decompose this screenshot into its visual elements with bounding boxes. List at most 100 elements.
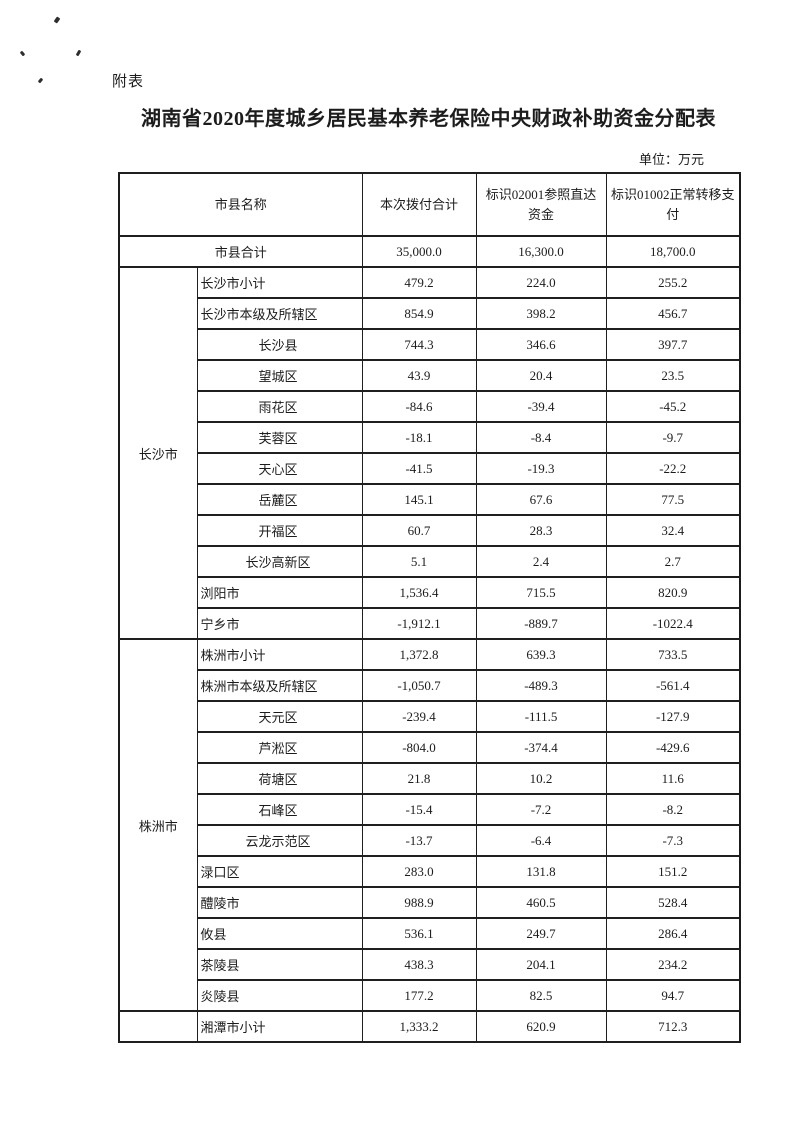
- ink-speck: [75, 49, 82, 57]
- value-cell: 744.3: [361, 328, 477, 361]
- value-cell: -374.4: [475, 731, 607, 764]
- value-cell: 32.4: [605, 514, 741, 547]
- ink-speck: [37, 77, 44, 84]
- region-name-cell: 炎陵县: [196, 979, 363, 1012]
- value-cell: 397.7: [605, 328, 741, 361]
- grand-total-label: 市县合计: [118, 235, 363, 268]
- value-cell: 1,536.4: [361, 576, 477, 609]
- table-row: 炎陵县 177.2 82.5 94.7: [119, 979, 741, 1012]
- table-row-grand-total: 市县合计 35,000.0 16,300.0 18,700.0: [118, 235, 741, 268]
- value-cell: 528.4: [605, 886, 741, 919]
- value-cell: 18,700.0: [605, 235, 741, 268]
- region-name-cell: 天元区: [196, 700, 363, 733]
- value-cell: -19.3: [475, 452, 607, 485]
- value-cell: 1,372.8: [361, 638, 477, 671]
- value-cell: -111.5: [475, 700, 607, 733]
- value-cell: 16,300.0: [475, 235, 607, 268]
- region-name-cell: 攸县: [196, 917, 363, 950]
- value-cell: -9.7: [605, 421, 741, 454]
- col-header-region-name: 市县名称: [118, 172, 363, 237]
- region-name-cell: 云龙示范区: [196, 824, 363, 857]
- value-cell: 715.5: [475, 576, 607, 609]
- table-row: 茶陵县 438.3 204.1 234.2: [119, 948, 741, 981]
- value-cell: 456.7: [605, 297, 741, 330]
- value-cell: 234.2: [605, 948, 741, 981]
- table-body: 市县合计 35,000.0 16,300.0 18,700.0 长沙市 长沙市小计 479.…: [118, 235, 741, 1043]
- table-row: 株洲市本级及所辖区 -1,050.7 -489.3 -561.4: [119, 669, 741, 702]
- value-cell: 854.9: [361, 297, 477, 330]
- col-header-total-allocated: 本次拨付合计: [361, 172, 477, 237]
- value-cell: 151.2: [605, 855, 741, 888]
- page-title: 湖南省2020年度城乡居民基本养老保险中央财政补助资金分配表: [141, 108, 716, 130]
- value-cell: -127.9: [605, 700, 741, 733]
- value-cell: 712.3: [605, 1010, 741, 1043]
- region-name-cell: 望城区: [196, 359, 363, 392]
- col-header-normal-transfer: 标识01002正常转移支付: [605, 172, 741, 237]
- value-cell: 620.9: [475, 1010, 607, 1043]
- value-cell: 35,000.0: [361, 235, 477, 268]
- col-header-direct-funds: 标识02001参照直达资金: [475, 172, 607, 237]
- region-name-cell: 湘潭市小计: [196, 1010, 363, 1043]
- allocation-table: 市县名称 本次拨付合计 标识02001参照直达资金 标识01002正常转移支付 …: [118, 172, 742, 1043]
- value-cell: 479.2: [361, 266, 477, 299]
- value-cell: 23.5: [605, 359, 741, 392]
- region-name-cell: 醴陵市: [196, 886, 363, 919]
- value-cell: -1,050.7: [361, 669, 477, 702]
- value-cell: 398.2: [475, 297, 607, 330]
- table-row: 长沙县 744.3 346.6 397.7: [119, 328, 741, 361]
- value-cell: -41.5: [361, 452, 477, 485]
- region-name-cell: 芦淞区: [196, 731, 363, 764]
- value-cell: 988.9: [361, 886, 477, 919]
- attachment-label: 附表: [112, 74, 145, 90]
- table-row: 天元区 -239.4 -111.5 -127.9: [119, 700, 741, 733]
- value-cell: 438.3: [361, 948, 477, 981]
- city-group-label: 长沙市: [118, 266, 198, 640]
- value-cell: 1,333.2: [361, 1010, 477, 1043]
- value-cell: 283.0: [361, 855, 477, 888]
- region-name-cell: 茶陵县: [196, 948, 363, 981]
- value-cell: -45.2: [605, 390, 741, 423]
- value-cell: 460.5: [475, 886, 607, 919]
- table-row: 雨花区 -84.6 -39.4 -45.2: [119, 390, 741, 423]
- value-cell: -39.4: [475, 390, 607, 423]
- value-cell: 204.1: [475, 948, 607, 981]
- value-cell: -1,912.1: [361, 607, 477, 640]
- region-name-cell: 石峰区: [196, 793, 363, 826]
- region-name-cell: 株洲市本级及所辖区: [196, 669, 363, 702]
- table-row: 芙蓉区 -18.1 -8.4 -9.7: [119, 421, 741, 454]
- value-cell: 224.0: [475, 266, 607, 299]
- region-name-cell: 天心区: [196, 452, 363, 485]
- table-row: 宁乡市 -1,912.1 -889.7 -1022.4: [119, 607, 741, 640]
- table-row: 湘潭市小计 1,333.2 620.9 712.3: [118, 1010, 741, 1043]
- table-row: 石峰区 -15.4 -7.2 -8.2: [119, 793, 741, 826]
- value-cell: -8.2: [605, 793, 741, 826]
- region-name-cell: 岳麓区: [196, 483, 363, 516]
- table-row: 开福区 60.7 28.3 32.4: [119, 514, 741, 547]
- region-name-cell: 渌口区: [196, 855, 363, 888]
- table-row: 渌口区 283.0 131.8 151.2: [119, 855, 741, 888]
- table-row: 云龙示范区 -13.7 -6.4 -7.3: [119, 824, 741, 857]
- city-group-label: 株洲市: [118, 638, 198, 1012]
- table-row: 荷塘区 21.8 10.2 11.6: [119, 762, 741, 795]
- table-row: 芦淞区 -804.0 -374.4 -429.6: [119, 731, 741, 764]
- table-header: 市县名称 本次拨付合计 标识02001参照直达资金 标识01002正常转移支付: [118, 172, 741, 237]
- ink-speck: [19, 50, 26, 57]
- city-group-label: [118, 1010, 198, 1043]
- region-name-cell: 长沙高新区: [196, 545, 363, 578]
- value-cell: 131.8: [475, 855, 607, 888]
- value-cell: -84.6: [361, 390, 477, 423]
- value-cell: -429.6: [605, 731, 741, 764]
- value-cell: 249.7: [475, 917, 607, 950]
- region-name-cell: 荷塘区: [196, 762, 363, 795]
- value-cell: 2.7: [605, 545, 741, 578]
- value-cell: 286.4: [605, 917, 741, 950]
- region-name-cell: 株洲市小计: [196, 638, 363, 671]
- value-cell: -7.2: [475, 793, 607, 826]
- ink-speck: [53, 16, 61, 24]
- table-row: 望城区 43.9 20.4 23.5: [119, 359, 741, 392]
- value-cell: -1022.4: [605, 607, 741, 640]
- value-cell: -561.4: [605, 669, 741, 702]
- value-cell: 346.6: [475, 328, 607, 361]
- value-cell: 536.1: [361, 917, 477, 950]
